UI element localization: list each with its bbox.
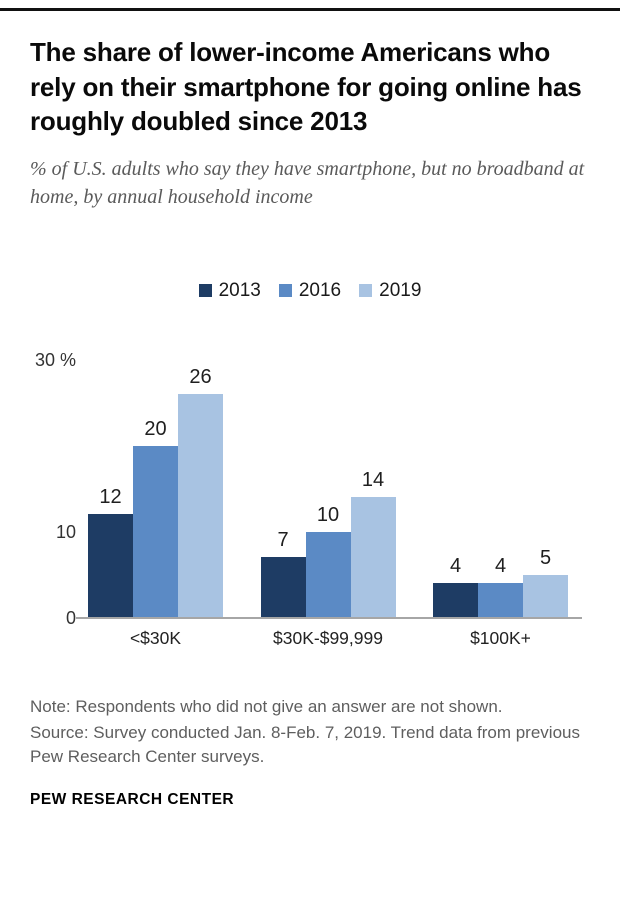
bar-value-label: 7: [277, 529, 289, 552]
legend-swatch: [198, 284, 212, 298]
chart-title: The share of lower-income Americans who …: [30, 37, 582, 137]
chart-subtitle: % of U.S. adults who say they have smart…: [30, 157, 585, 209]
bar-group: 12 20 26: [88, 366, 223, 618]
brand-footer: PEW RESEARCH CENTER: [30, 790, 235, 808]
bar-value-label: 20: [144, 417, 167, 440]
x-axis-cell: <$30K: [88, 628, 223, 649]
x-axis-cell: $30K-$99,999: [261, 628, 396, 649]
pew-chart-card: The share of lower-income Americans who …: [0, 35, 620, 809]
bar-value-label: 12: [99, 486, 122, 509]
bar-groups: 12 20 26 7 10 14 4 4 5: [76, 360, 582, 618]
source-text: Source: Survey conducted Jan. 8-Feb. 7, …: [30, 722, 580, 766]
legend-label: 2016: [298, 279, 342, 301]
bar-value-label: 10: [316, 503, 340, 526]
bar-column: 10: [305, 503, 351, 618]
bar-column: 20: [133, 418, 178, 618]
bar-column: 7: [260, 529, 306, 618]
note-text: Note: Respondents who did not give an an…: [30, 696, 503, 716]
bar-2019: [178, 393, 223, 618]
bar-2013: [88, 514, 133, 618]
bar-column: 4: [433, 555, 478, 618]
y-tick-label: 0: [65, 607, 76, 628]
bar-column: 14: [350, 469, 396, 618]
bar-2016: [478, 583, 523, 618]
bar-2016: [305, 531, 351, 618]
x-axis-labels: <$30K $30K-$99,999 $100K+: [76, 628, 582, 649]
bar-group: 7 10 14: [260, 469, 396, 618]
legend-swatch: [359, 284, 373, 298]
bar-column: 5: [523, 547, 568, 618]
bar-column: 4: [478, 555, 523, 618]
x-axis-label: $30K-$99,999: [273, 627, 383, 648]
y-tick-label: 30 %: [34, 349, 76, 370]
chart-legend: 2013 2016 2019: [30, 280, 590, 302]
bar-2013: [260, 557, 306, 618]
plot-area: 12 20 26 7 10 14 4 4 5 30 % 10 0: [30, 350, 590, 628]
bar-2019: [523, 574, 568, 618]
top-rule: [0, 8, 620, 11]
bar-column: 26: [178, 366, 223, 618]
legend-label: 2013: [218, 279, 261, 301]
legend-item-2019: 2019: [359, 280, 421, 302]
legend-swatch: [278, 284, 292, 298]
y-tick-label: 10: [55, 521, 76, 542]
bar-2013: [433, 583, 478, 618]
bar-value-label: 14: [361, 469, 385, 492]
bar-value-label: 5: [539, 546, 552, 569]
bar-group: 4 4 5: [433, 547, 568, 618]
legend-label: 2019: [379, 279, 422, 301]
footnote-block: Note: Respondents who did not give an an…: [30, 695, 590, 769]
legend-item-2013: 2013: [198, 279, 261, 302]
x-axis-baseline: [76, 616, 582, 619]
bar-value-label: 4: [449, 555, 462, 578]
bar-2016: [133, 445, 178, 618]
bar-value-label: 4: [494, 555, 507, 578]
bar-column: 12: [88, 486, 133, 618]
x-axis-label: <$30K: [129, 627, 182, 648]
bar-2019: [350, 497, 396, 618]
bar-value-label: 26: [189, 365, 212, 388]
legend-item-2016: 2016: [278, 279, 342, 302]
x-axis-label: $100K+: [470, 627, 531, 648]
x-axis-cell: $100K+: [433, 628, 568, 649]
